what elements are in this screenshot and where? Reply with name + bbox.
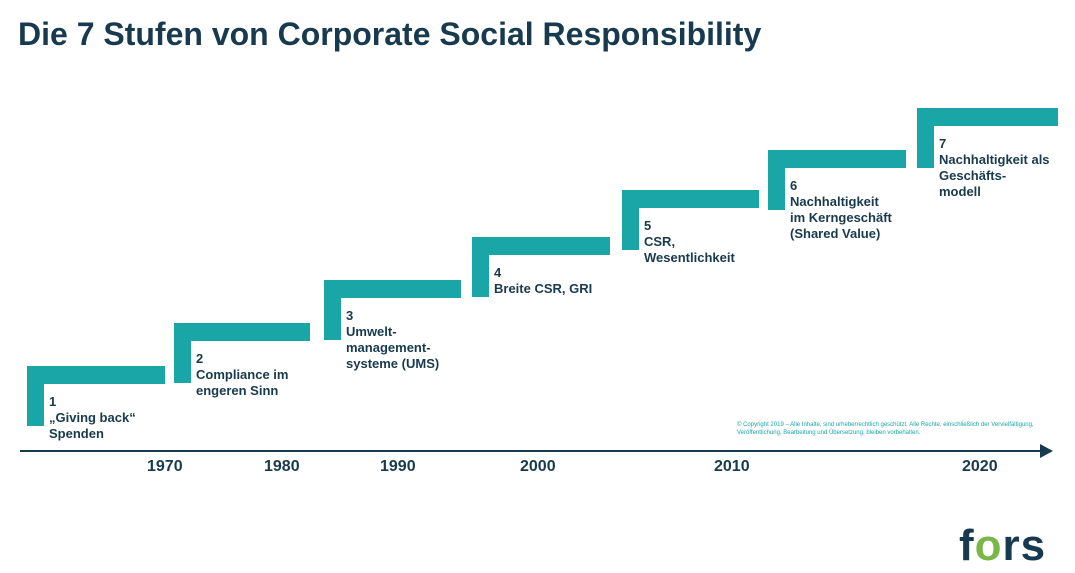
step-number: 7 [939, 136, 947, 151]
timeline-arrow-icon [1040, 444, 1053, 458]
step-bar-horizontal [917, 108, 1058, 126]
year-label-2000: 2000 [520, 458, 556, 475]
step-bar-horizontal [472, 237, 610, 255]
step-bar-vertical [622, 190, 639, 250]
step-bar-horizontal [768, 150, 906, 168]
step-bar-horizontal [622, 190, 759, 208]
year-label-2010: 2010 [714, 458, 750, 475]
step-line: management- [346, 340, 431, 355]
step-line: Geschäfts- [939, 168, 1007, 183]
step-line: engeren Sinn [196, 383, 279, 398]
step-number: 2 [196, 351, 204, 366]
step-bar-vertical [768, 150, 785, 210]
step-line: CSR, [644, 234, 676, 249]
step-number: 5 [644, 218, 652, 233]
step-label: 4 Breite CSR, GRI [494, 265, 592, 297]
step-label: 1 „Giving back“ Spenden [49, 394, 136, 442]
step-number: 1 [49, 394, 57, 409]
step-line: Spenden [49, 426, 104, 441]
step-bar-vertical [472, 237, 489, 297]
year-label-2020: 2020 [962, 458, 998, 475]
step-label: 5 CSR, Wesentlichkeit [644, 218, 735, 266]
step-bar-vertical [324, 280, 341, 340]
fors-logo: fors [959, 521, 1046, 568]
step-line: Umwelt- [346, 324, 397, 339]
step-line: Nachhaltigkeit als [939, 152, 1050, 167]
copyright-notice: © Copyright 2019 – Alle Inhalte, sind ur… [737, 422, 1034, 436]
step-bar-vertical [174, 323, 191, 383]
step-bar-horizontal [27, 366, 165, 384]
timeline-axis [20, 450, 1042, 452]
step-number: 4 [494, 265, 502, 280]
step-line: modell [939, 184, 981, 199]
step-line: Breite CSR, GRI [494, 281, 593, 296]
page-title: Die 7 Stufen von Corporate Social Respon… [18, 16, 762, 52]
step-line: Compliance im [196, 367, 289, 382]
year-label-1980: 1980 [264, 458, 300, 475]
year-label-1990: 1990 [380, 458, 416, 475]
step-number: 3 [346, 308, 354, 323]
step-line: im Kerngeschäft [790, 210, 892, 225]
step-number: 6 [790, 178, 798, 193]
step-line: „Giving back“ [49, 410, 136, 425]
step-label: 3 Umwelt- management- systeme (UMS) [346, 308, 439, 372]
step-label: 7 Nachhaltigkeit als Geschäfts- modell [939, 136, 1050, 200]
step-line: systeme (UMS) [346, 356, 440, 371]
step-label: 6 Nachhaltigkeit im Kerngeschäft (Shared… [790, 178, 892, 242]
step-bar-horizontal [174, 323, 310, 341]
step-line: (Shared Value) [790, 226, 881, 241]
step-line: Wesentlichkeit [644, 250, 735, 265]
step-label: 2 Compliance im engeren Sinn [196, 351, 288, 399]
logo-text: fors [959, 521, 1046, 568]
step-bar-vertical [917, 108, 934, 168]
step-bar-horizontal [324, 280, 461, 298]
year-label-1970: 1970 [147, 458, 183, 475]
step-bar-vertical [27, 366, 44, 426]
step-line: Nachhaltigkeit [790, 194, 879, 209]
